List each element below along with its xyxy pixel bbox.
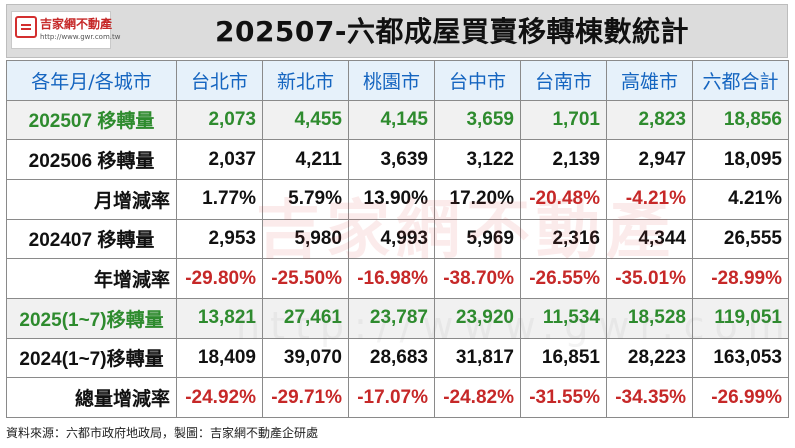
logo-name: 吉家網不動產 xyxy=(40,17,113,31)
table-cell: -29.71% xyxy=(262,377,349,418)
table-cell: -26.55% xyxy=(520,258,607,299)
logo-url: http://www.gwr.com.tw xyxy=(40,33,121,41)
table-cell: 4,455 xyxy=(262,99,349,141)
table-cell: 26,555 xyxy=(692,218,789,260)
table-cell: 3,122 xyxy=(434,139,521,180)
table-cell: 5,980 xyxy=(262,218,349,260)
table-cell: 13.90% xyxy=(348,178,435,220)
table-cell: 5.79% xyxy=(262,178,349,220)
table-cell: 23,920 xyxy=(434,297,521,339)
table-cell: 4,993 xyxy=(348,218,435,260)
table-cell: -28.99% xyxy=(692,258,789,299)
table-cell: 18,528 xyxy=(606,297,693,339)
row-label: 年增減率 xyxy=(6,258,177,299)
table-cell: 17.20% xyxy=(434,178,521,220)
table-cell: -26.99% xyxy=(692,377,789,418)
row-label: 202507 移轉量 xyxy=(6,99,177,141)
column-header: 六都合計 xyxy=(692,60,789,101)
table-cell: 5,969 xyxy=(434,218,521,260)
column-header: 新北市 xyxy=(262,60,349,101)
table-cell: 13,821 xyxy=(176,297,263,339)
table-cell: 4,211 xyxy=(262,139,349,180)
column-header: 台北市 xyxy=(176,60,263,101)
source-footnote: 資料來源：六都市政府地政局，製圖：吉家網不動產企研處 xyxy=(6,426,319,440)
table-cell: -35.01% xyxy=(606,258,693,299)
row-label: 2025(1~7)移轉量 xyxy=(6,297,177,339)
table-cell: 4,344 xyxy=(606,218,693,260)
table-row: 年增減率 -29.80% -25.50% -16.98% -38.70% -26… xyxy=(6,258,789,299)
table-cell: 2,947 xyxy=(606,139,693,180)
table-cell: -29.80% xyxy=(176,258,263,299)
row-label: 202506 移轉量 xyxy=(6,139,177,180)
house-logo-icon xyxy=(15,16,37,38)
row-label: 202407 移轉量 xyxy=(6,218,177,260)
table-row: 202407 移轉量 2,953 5,980 4,993 5,969 2,316… xyxy=(6,218,789,260)
row-label: 月增減率 xyxy=(6,178,177,220)
table-cell: 2,073 xyxy=(176,99,263,141)
table-cell: 1.77% xyxy=(176,178,263,220)
table-cell: 3,659 xyxy=(434,99,521,141)
table-cell: -17.07% xyxy=(348,377,435,418)
table-cell: 31,817 xyxy=(434,337,521,379)
chart-frame: 吉家網不動產 http://www.gwr.com.tw 202507-六都成屋… xyxy=(6,4,795,418)
table-cell: 4.21% xyxy=(692,178,789,220)
table-cell: 39,070 xyxy=(262,337,349,379)
table-cell: -24.82% xyxy=(434,377,521,418)
page-title: 202507-六都成屋買賣移轉棟數統計 xyxy=(214,15,690,48)
table-cell: 2,316 xyxy=(520,218,607,260)
table-cell: -4.21% xyxy=(606,178,693,220)
table-row: 202506 移轉量 2,037 4,211 3,639 3,122 2,139… xyxy=(6,139,789,180)
table-cell: -20.48% xyxy=(520,178,607,220)
table-cell: -34.35% xyxy=(606,377,693,418)
table-cell: 18,409 xyxy=(176,337,263,379)
company-logo: 吉家網不動產 http://www.gwr.com.tw xyxy=(11,11,120,49)
table-cell: 18,856 xyxy=(692,99,789,141)
table-cell: -24.92% xyxy=(176,377,263,418)
table-cell: 23,787 xyxy=(348,297,435,339)
row-label: 總量增減率 xyxy=(6,377,177,418)
column-header: 桃園市 xyxy=(348,60,435,101)
table-cell: 18,095 xyxy=(692,139,789,180)
table-cell: 2,139 xyxy=(520,139,607,180)
table-cell: 16,851 xyxy=(520,337,607,379)
table-cell: 11,534 xyxy=(520,297,607,339)
table-row: 2025(1~7)移轉量 13,821 27,461 23,787 23,920… xyxy=(6,297,789,339)
table-cell: 28,683 xyxy=(348,337,435,379)
table-cell: 2,953 xyxy=(176,218,263,260)
table-cell: 2,823 xyxy=(606,99,693,141)
row-label: 2024(1~7)移轉量 xyxy=(6,337,177,379)
column-header: 台中市 xyxy=(434,60,521,101)
table-cell: -25.50% xyxy=(262,258,349,299)
table-cell: 3,639 xyxy=(348,139,435,180)
table-cell: 119,051 xyxy=(692,297,789,339)
table-row: 月增減率 1.77% 5.79% 13.90% 17.20% -20.48% -… xyxy=(6,178,789,220)
table-cell: -16.98% xyxy=(348,258,435,299)
table-cell: 1,701 xyxy=(520,99,607,141)
title-bar: 吉家網不動產 http://www.gwr.com.tw 202507-六都成屋… xyxy=(6,4,788,58)
column-header: 台南市 xyxy=(520,60,607,101)
table-cell: -38.70% xyxy=(434,258,521,299)
column-header: 高雄市 xyxy=(606,60,693,101)
transfer-stats-table: 各年月/各城市 台北市 新北市 桃園市 台中市 台南市 高雄市 六都合計 202… xyxy=(6,60,789,418)
table-header-row: 各年月/各城市 台北市 新北市 桃園市 台中市 台南市 高雄市 六都合計 xyxy=(6,60,789,101)
table-row: 2024(1~7)移轉量 18,409 39,070 28,683 31,817… xyxy=(6,337,789,379)
table-cell: 163,053 xyxy=(692,337,789,379)
table-cell: 2,037 xyxy=(176,139,263,180)
table-cell: 28,223 xyxy=(606,337,693,379)
table-cell: -31.55% xyxy=(520,377,607,418)
table-cell: 27,461 xyxy=(262,297,349,339)
column-header: 各年月/各城市 xyxy=(6,60,177,101)
table-row: 總量增減率 -24.92% -29.71% -17.07% -24.82% -3… xyxy=(6,377,789,418)
table-row: 202507 移轉量 2,073 4,455 4,145 3,659 1,701… xyxy=(6,99,789,141)
table-cell: 4,145 xyxy=(348,99,435,141)
